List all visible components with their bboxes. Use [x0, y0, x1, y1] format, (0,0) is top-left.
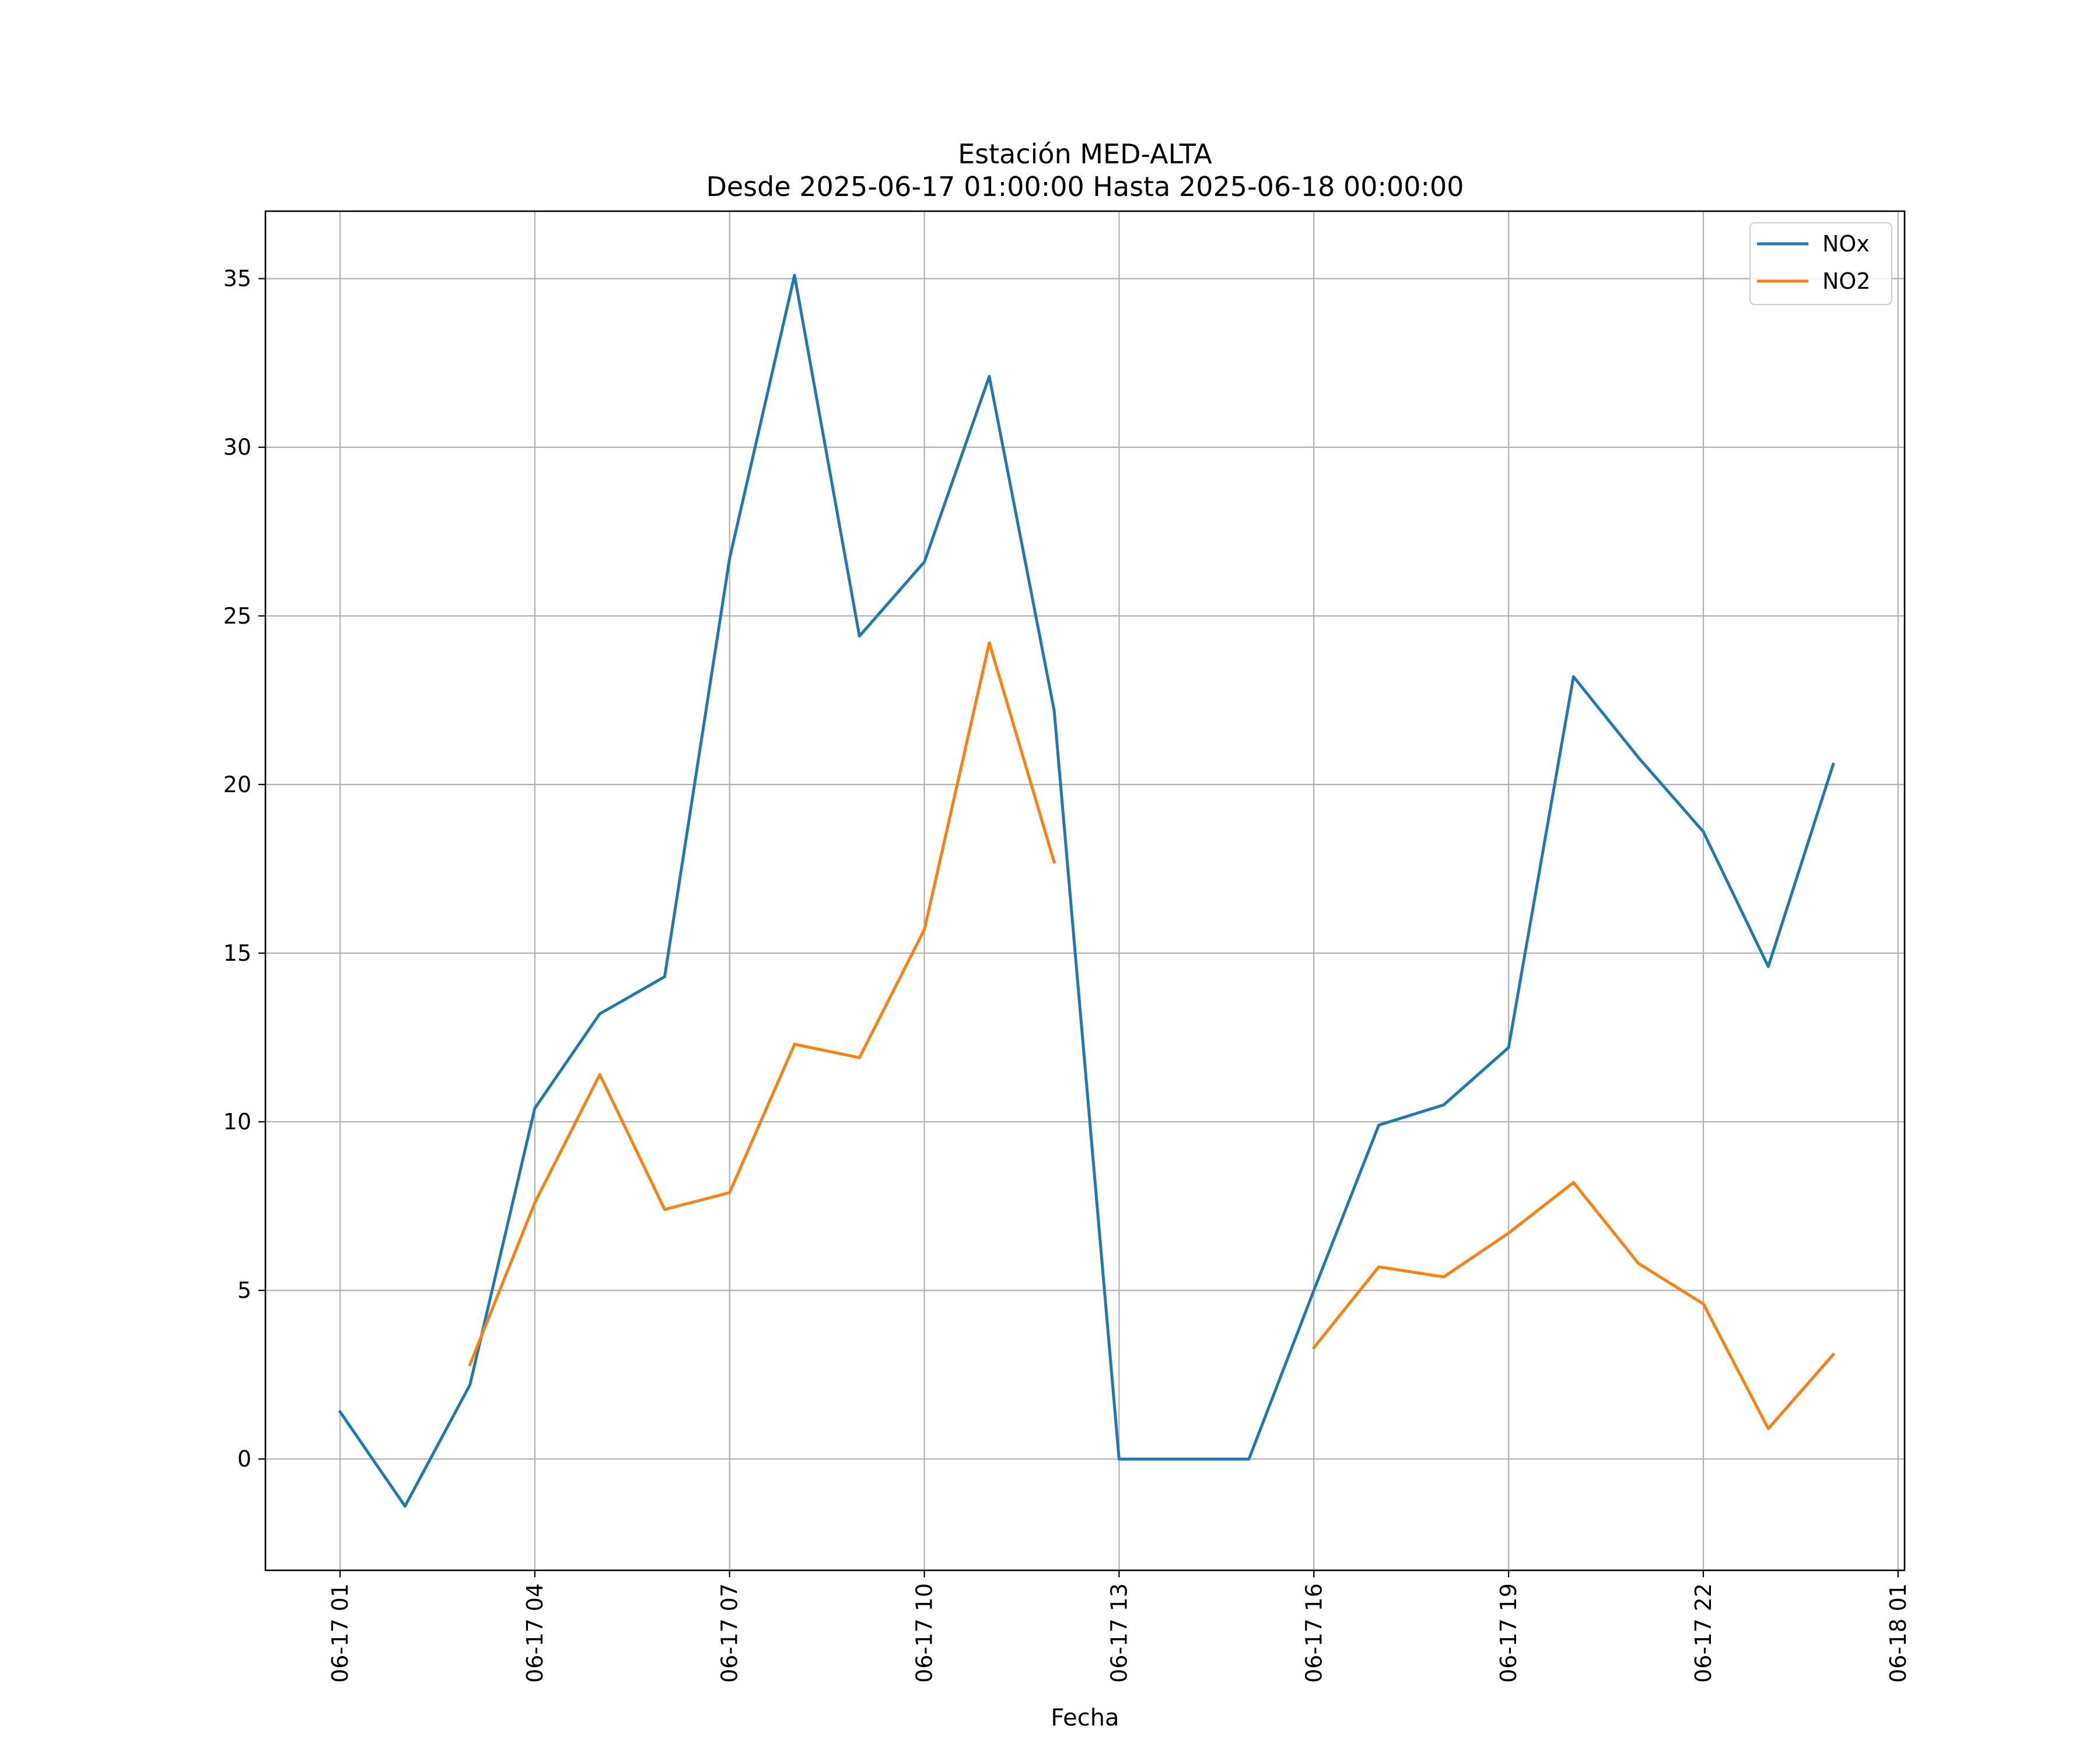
- plot-area-frame: [264, 210, 1906, 1572]
- x-tick-label: 06-17 19: [1496, 1583, 1521, 1683]
- y-tick-label: 20: [223, 772, 251, 797]
- y-tick-label: 5: [237, 1278, 251, 1303]
- chart-title: Estación MED-ALTA: [958, 138, 1212, 170]
- legend: NOx NO2: [1749, 222, 1892, 305]
- legend-label-nox: NOx: [1822, 231, 1870, 257]
- x-tick-label: 06-17 04: [522, 1583, 548, 1683]
- x-axis-label: Fecha: [1051, 1704, 1119, 1731]
- x-axis: 06-17 01 06-17 04 06-17 07 06-17 10 06-17 13…: [327, 1570, 1911, 1683]
- x-tick-label: 06-17 13: [1106, 1583, 1132, 1683]
- y-tick-label: 0: [237, 1446, 251, 1472]
- legend-label-no2: NO2: [1822, 268, 1871, 294]
- x-tick-label: 06-17 01: [327, 1583, 353, 1683]
- x-tick-label: 06-17 10: [912, 1583, 937, 1683]
- y-axis: 0 5 10 15 20 25 30 35: [223, 266, 265, 1472]
- legend-box: [1749, 222, 1892, 305]
- x-tick-label: 06-18 01: [1885, 1583, 1911, 1683]
- x-tick-label: 06-17 07: [717, 1583, 743, 1683]
- grid: [265, 211, 1905, 1570]
- x-tick-label: 06-17 16: [1301, 1583, 1326, 1683]
- chart-subtitle: Desde 2025-06-17 01:00:00 Hasta 2025-06-…: [706, 171, 1464, 202]
- y-tick-label: 35: [223, 266, 251, 292]
- y-tick-label: 25: [223, 603, 251, 629]
- series-lines: [338, 274, 1836, 1508]
- x-tick-label: 06-17 22: [1690, 1583, 1716, 1683]
- series-line-nox: [338, 274, 1835, 1508]
- y-tick-label: 30: [223, 435, 251, 460]
- series-line-no2: [468, 641, 1836, 1430]
- y-tick-label: 10: [223, 1109, 251, 1135]
- y-tick-label: 15: [223, 940, 251, 966]
